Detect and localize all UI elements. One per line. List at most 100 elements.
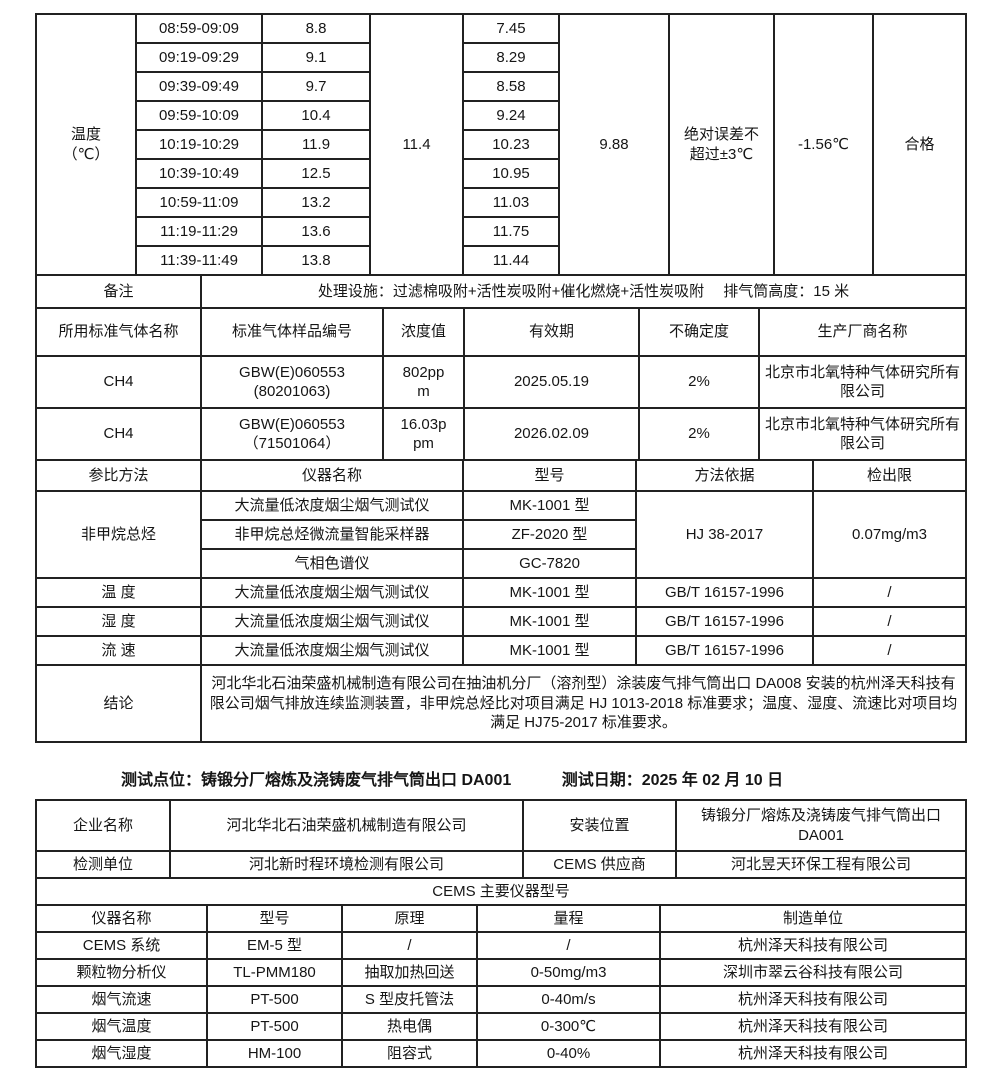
reference-value-cell: 9.1	[261, 42, 371, 73]
time-interval-cell: 11:19-11:29	[135, 216, 263, 247]
table-row: 烟气湿度 HM-100 阻容式 0-40% 杭州泽天科技有限公司	[35, 1039, 967, 1068]
table-row: 流 速 大流量低浓度烟尘烟气测试仪 MK-1001 型 GB/T 16157-1…	[35, 635, 967, 666]
instrument-name-cell: 烟气流速	[35, 985, 208, 1014]
table-row: CH4 GBW(E)060553 (80201063) 802pp m 2025…	[35, 355, 967, 409]
uncertainty-cell: 2%	[638, 407, 760, 461]
reference-value-cell: 9.7	[261, 71, 371, 102]
basis-cell: GB/T 16157-1996	[635, 635, 814, 666]
basis-cell: GB/T 16157-1996	[635, 577, 814, 608]
model-cell: MK-1001 型	[462, 577, 637, 608]
time-interval-cell: 10:59-11:09	[135, 187, 263, 218]
header-basis: 方法依据	[635, 459, 814, 492]
cems-value-cell: 11.44	[462, 245, 560, 276]
limit-cell: /	[812, 577, 967, 608]
range-cell: 0-40m/s	[476, 985, 661, 1014]
instrument-name-cell: 烟气温度	[35, 1012, 208, 1041]
manufacturer-cell: 杭州泽天科技有限公司	[659, 1012, 967, 1041]
table-row: 颗粒物分析仪 TL-PMM180 抽取加热回送 0-50mg/m3 深圳市翠云谷…	[35, 958, 967, 987]
temperature-comparison-table: 温度 （℃） 08:59-09:09 8.8 11.4 7.45 9.88 绝对…	[35, 13, 967, 276]
limit-cell: /	[812, 606, 967, 637]
header-validity: 有效期	[463, 307, 640, 357]
model-cell: PT-500	[206, 1012, 343, 1041]
instrument-name-cell: 颗粒物分析仪	[35, 958, 208, 987]
instrument-cell: 气相色谱仪	[200, 548, 464, 579]
cems-value-cell: 9.24	[462, 100, 560, 131]
time-interval-cell: 09:39-09:49	[135, 71, 263, 102]
remark-table: 备注 处理设施：过滤棉吸附+活性炭吸附+催化燃烧+活性炭吸附 排气筒高度：15 …	[35, 274, 967, 309]
test-caption: 测试点位：铸锻分厂熔炼及浇铸废气排气筒出口 DA001 测试日期：2025 年 …	[121, 766, 1000, 790]
concentration-cell: 16.03p pm	[382, 407, 465, 461]
header-sample-code: 标准气体样品编号	[200, 307, 384, 357]
test-site-label: 测试点位：铸锻分厂熔炼及浇铸废气排气筒出口 DA001	[121, 772, 512, 789]
sample-code-cell: GBW(E)060553 （71501064）	[200, 407, 384, 461]
sample-code-cell: GBW(E)060553 (80201063)	[200, 355, 384, 409]
manufacturer-cell: 杭州泽天科技有限公司	[659, 985, 967, 1014]
table-row: 非甲烷总烃微流量智能采样器 ZF-2020 型	[36, 519, 966, 550]
manufacturer-cell: 北京市北氧特种气体研究所有限公司	[758, 355, 967, 409]
table-row: 温 度 大流量低浓度烟尘烟气测试仪 MK-1001 型 GB/T 16157-1…	[35, 577, 967, 608]
table-row: 烟气流速 PT-500 S 型皮托管法 0-40m/s 杭州泽天科技有限公司	[35, 985, 967, 1014]
cems-value-cell: 11.75	[462, 216, 560, 247]
time-interval-cell: 11:39-11:49	[135, 245, 263, 276]
company-value-cell: 河北华北石油荣盛机械制造有限公司	[169, 799, 524, 852]
table-row: 温度 （℃） 08:59-09:09 8.8 11.4 7.45 9.88 绝对…	[35, 13, 967, 276]
reference-value-cell: 13.2	[261, 187, 371, 218]
table-row: 备注 处理设施：过滤棉吸附+活性炭吸附+催化燃烧+活性炭吸附 排气筒高度：15 …	[35, 274, 967, 309]
cems-value-cell: 8.29	[462, 42, 560, 73]
param-cell: 温 度	[35, 577, 202, 608]
conclusion-row: 结论 河北华北石油荣盛机械制造有限公司在抽油机分厂（溶剂型）涂装废气排气筒出口 …	[35, 664, 967, 743]
concentration-cell: 802pp m	[382, 355, 465, 409]
basis-cell: GB/T 16157-1996	[635, 606, 814, 637]
standard-gas-table: 所用标准气体名称 标准气体样品编号 浓度值 有效期 不确定度 生产厂商名称 CH…	[35, 307, 967, 461]
range-cell: 0-50mg/m3	[476, 958, 661, 987]
reference-average-cell: 11.4	[369, 13, 464, 276]
principle-cell: 阻容式	[341, 1039, 478, 1068]
param-cell: 湿 度	[35, 606, 202, 637]
limit-cell: /	[812, 635, 967, 666]
table-row: 10:39-10:49 12.5 10.95	[36, 158, 966, 189]
reference-value-cell: 13.6	[261, 216, 371, 247]
header-gas-name: 所用标准气体名称	[35, 307, 202, 357]
time-interval-cell: 10:39-10:49	[135, 158, 263, 189]
table-row: 湿 度 大流量低浓度烟尘烟气测试仪 MK-1001 型 GB/T 16157-1…	[35, 606, 967, 637]
test-org-label-cell: 检测单位	[35, 850, 171, 879]
principle-cell: S 型皮托管法	[341, 985, 478, 1014]
model-cell: MK-1001 型	[462, 606, 637, 637]
header-model: 型号	[206, 904, 343, 933]
manufacturer-cell: 北京市北氧特种气体研究所有限公司	[758, 407, 967, 461]
manufacturer-cell: 杭州泽天科技有限公司	[659, 1039, 967, 1068]
validity-cell: 2025.05.19	[463, 355, 640, 409]
range-cell: 0-300℃	[476, 1012, 661, 1041]
company-label-cell: 企业名称	[35, 799, 171, 852]
table-row: CEMS 系统 EM-5 型 / / 杭州泽天科技有限公司	[35, 931, 967, 960]
limit-cell: 0.07mg/m3	[812, 490, 967, 579]
cems-value-cell: 8.58	[462, 71, 560, 102]
model-cell: HM-100	[206, 1039, 343, 1068]
time-interval-cell: 09:59-10:09	[135, 100, 263, 131]
table-header-row: 仪器名称 型号 原理 量程 制造单位	[35, 904, 967, 933]
criterion-cell: 绝对误差不 超过±3℃	[668, 13, 775, 276]
model-cell: ZF-2020 型	[462, 519, 637, 550]
model-cell: MK-1001 型	[462, 490, 637, 521]
time-interval-cell: 08:59-09:09	[135, 13, 263, 44]
header-concentration: 浓度值	[382, 307, 465, 357]
basis-cell: HJ 38-2017	[635, 490, 814, 579]
model-cell: MK-1001 型	[462, 635, 637, 666]
table-row: 非甲烷总烃 大流量低浓度烟尘烟气测试仪 MK-1001 型 HJ 38-2017…	[35, 490, 967, 579]
cems-value-cell: 11.03	[462, 187, 560, 218]
header-manufacturer: 生产厂商名称	[758, 307, 967, 357]
table-row: 09:19-09:29 9.1 8.29	[36, 42, 966, 73]
parameter-label-cell: 温度 （℃）	[35, 13, 137, 276]
remark-text-cell: 处理设施：过滤棉吸附+活性炭吸附+催化燃烧+活性炭吸附 排气筒高度：15 米	[200, 274, 967, 309]
gas-name-cell: CH4	[35, 355, 202, 409]
header-method: 参比方法	[35, 459, 202, 492]
table-row: 气相色谱仪 GC-7820	[36, 548, 966, 579]
header-instrument: 仪器名称	[200, 459, 464, 492]
conclusion-label-cell: 结论	[35, 664, 202, 743]
instrument-cell: 大流量低浓度烟尘烟气测试仪	[200, 606, 464, 637]
header-range: 量程	[476, 904, 661, 933]
principle-cell: 热电偶	[341, 1012, 478, 1041]
table-header-row: 参比方法 仪器名称 型号 方法依据 检出限	[35, 459, 967, 492]
header-principle: 原理	[341, 904, 478, 933]
